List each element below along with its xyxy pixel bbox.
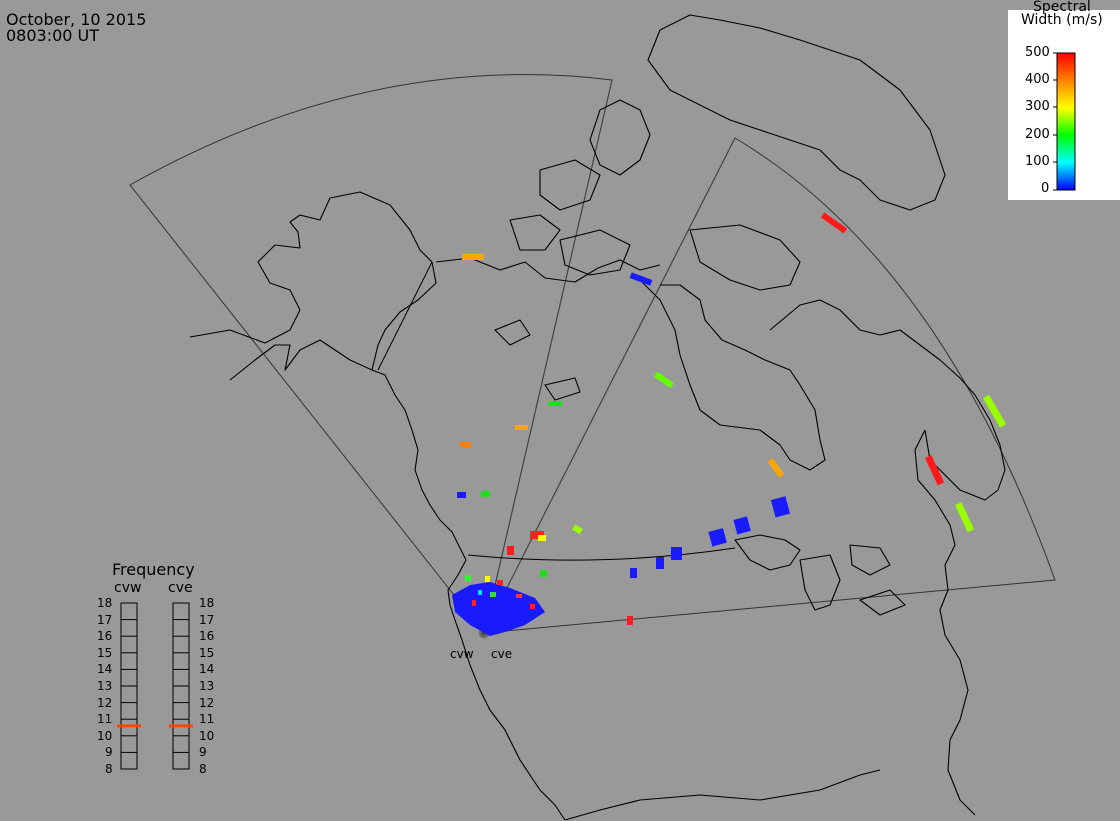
backscatter-cells [452, 212, 1007, 636]
frequency-tick-label: 15 [97, 645, 113, 660]
colorbar-tick: 100 [1025, 154, 1050, 169]
colorbar-tick: 200 [1025, 127, 1050, 142]
colorbar-title-line2: Width (m/s) [1021, 12, 1103, 28]
fov-cve [483, 137, 1056, 634]
frequency-tick-label: 10 [199, 728, 215, 743]
frequency-tick-label: 16 [199, 629, 215, 644]
frequency-tick-label: 10 [97, 728, 113, 743]
frequency-tick-label: 17 [199, 612, 215, 627]
frequency-cve-label: cve [168, 580, 193, 596]
colorbar-tick: 400 [1025, 72, 1050, 87]
colorbar-title-line1: Spectral [1033, 0, 1091, 15]
frequency-tick-label: 18 [199, 596, 215, 610]
radar-label-cve: cve [491, 647, 513, 661]
frequency-tick-label: 14 [199, 662, 215, 677]
fov-cvw [129, 74, 613, 635]
coastlines [189, 14, 1006, 821]
frequency-panel-graphics [120, 602, 190, 770]
colorbar-tick: 500 [1025, 45, 1050, 60]
time-label: 0803:00 UT [6, 26, 100, 45]
frequency-tick-label: 12 [199, 695, 215, 710]
radar-label-cvw: cvw [450, 647, 474, 661]
frequency-tick-label: 9 [199, 745, 207, 760]
fov-outlines [129, 74, 1056, 635]
frequency-tick-label: 12 [97, 695, 113, 710]
colorbar-ramp [1056, 52, 1076, 191]
colorbar-tick: 0 [1041, 181, 1050, 196]
frequency-tick-label: 16 [97, 629, 113, 644]
frequency-tick-label: 8 [199, 762, 207, 776]
frequency-tick-label: 8 [105, 762, 113, 776]
frequency-tick-label: 9 [105, 745, 113, 760]
frequency-tick-label: 13 [199, 679, 215, 693]
date-label: October, 10 2015 [6, 10, 147, 29]
frequency-tick-label: 13 [97, 679, 113, 693]
frequency-tick-label: 18 [97, 596, 113, 610]
frequency-tick-label: 17 [97, 612, 113, 627]
colorbar-tick: 300 [1025, 99, 1050, 114]
frequency-tick-label: 14 [97, 662, 113, 677]
frequency-tick-label: 11 [199, 712, 215, 727]
frequency-title: Frequency [112, 560, 195, 579]
frequency-tick-label: 15 [199, 645, 215, 660]
frequency-tick-label: 11 [97, 712, 113, 727]
frequency-cvw-label: cvw [114, 580, 142, 596]
borders [377, 261, 736, 561]
